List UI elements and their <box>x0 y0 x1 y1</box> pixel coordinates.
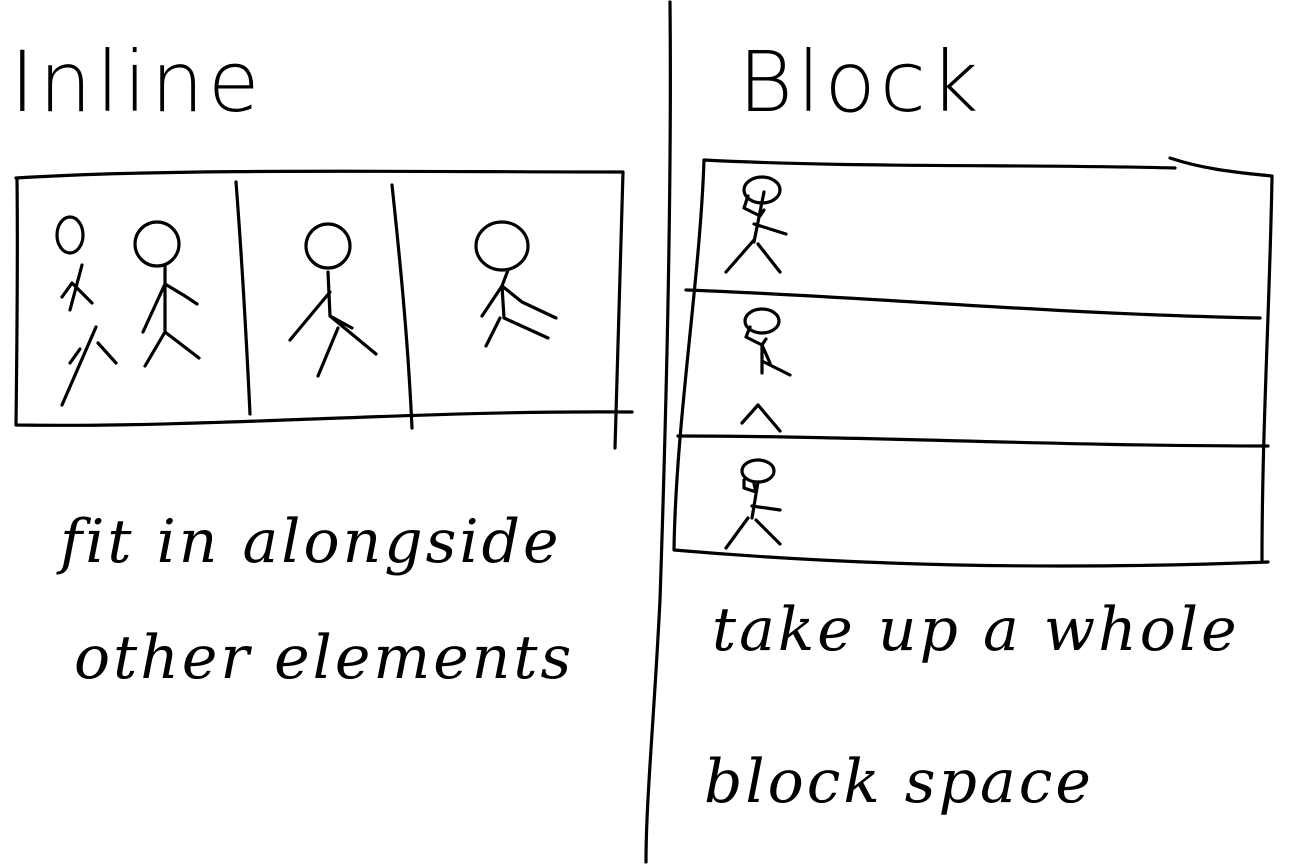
inline-figure-1 <box>55 215 118 407</box>
center-divider <box>644 0 672 864</box>
block-divider-1 <box>684 288 1262 320</box>
block-divider-2 <box>676 434 1270 448</box>
inline-figure-3 <box>288 222 378 378</box>
inline-divider-2 <box>390 183 414 430</box>
block-figure-3 <box>724 458 782 550</box>
inline-heading: Inline <box>10 33 264 131</box>
block-figure-2 <box>740 307 792 433</box>
inline-caption-line1: fit in alongside <box>60 507 562 577</box>
inline-box-outline <box>14 169 634 450</box>
block-caption-line1: take up a whole <box>712 595 1240 665</box>
block-box-outline <box>672 156 1274 568</box>
block-caption-line2: block space <box>704 747 1094 817</box>
inline-container <box>14 169 634 450</box>
inline-caption-line2: other elements <box>74 623 575 693</box>
inline-figure-2 <box>133 220 201 368</box>
inline-figure-4 <box>474 220 558 348</box>
block-container <box>672 156 1274 568</box>
block-figure-1 <box>724 175 788 274</box>
block-heading: Block <box>738 33 983 131</box>
inline-divider-1 <box>234 180 252 416</box>
